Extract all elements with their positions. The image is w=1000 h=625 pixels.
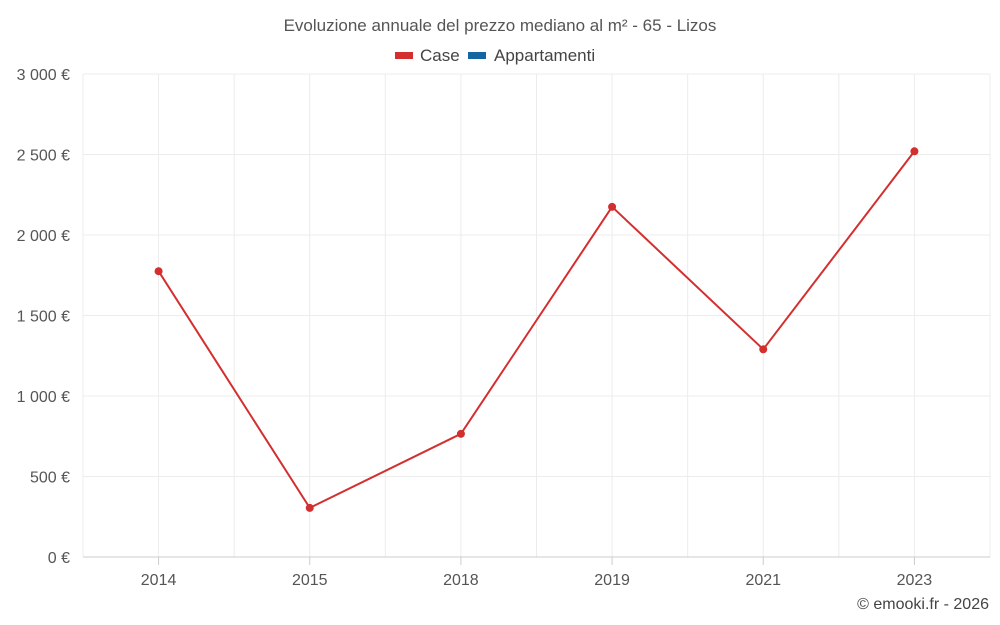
x-tick-label: 2015 [292, 572, 328, 589]
legend: Case Appartamenti [395, 46, 595, 65]
x-tick-label: 2023 [897, 572, 933, 589]
legend-label-case[interactable]: Case [420, 46, 460, 65]
y-axis: 0 € 500 € 1 000 € 1 500 € 2 000 € 2 500 € 3 00… [17, 67, 70, 567]
data-point-case-2018[interactable] [456, 429, 465, 438]
data-point-case-2014[interactable] [154, 267, 163, 276]
x-tick-label: 2018 [443, 572, 479, 589]
x-tick-label: 2014 [141, 572, 177, 589]
x-tick-label: 2021 [745, 572, 781, 589]
y-tick-label: 1 500 € [17, 309, 70, 326]
grid [82, 73, 991, 558]
y-tick-label: 3 000 € [17, 67, 70, 84]
series-group [154, 147, 919, 512]
credit-text: © emooki.fr - 2026 [857, 596, 989, 613]
x-axis: 2014 2015 2018 2019 2021 2023 [141, 557, 933, 589]
legend-swatch-case [395, 52, 413, 59]
data-point-case-2015[interactable] [305, 503, 314, 512]
y-tick-label: 2 000 € [17, 228, 70, 245]
y-tick-label: 2 500 € [17, 148, 70, 165]
x-tick-label: 2019 [594, 572, 630, 589]
y-tick-label: 0 € [48, 550, 70, 567]
legend-label-appartamenti[interactable]: Appartamenti [494, 46, 595, 65]
data-point-case-2021[interactable] [759, 345, 768, 354]
y-tick-label: 500 € [30, 470, 70, 487]
data-point-case-2019[interactable] [608, 202, 617, 211]
legend-swatch-appartamenti [468, 52, 486, 59]
series-line-case [157, 150, 916, 509]
data-point-case-2023[interactable] [910, 147, 919, 156]
chart-title: Evoluzione annuale del prezzo mediano al… [284, 16, 717, 35]
y-tick-label: 1 000 € [17, 389, 70, 406]
